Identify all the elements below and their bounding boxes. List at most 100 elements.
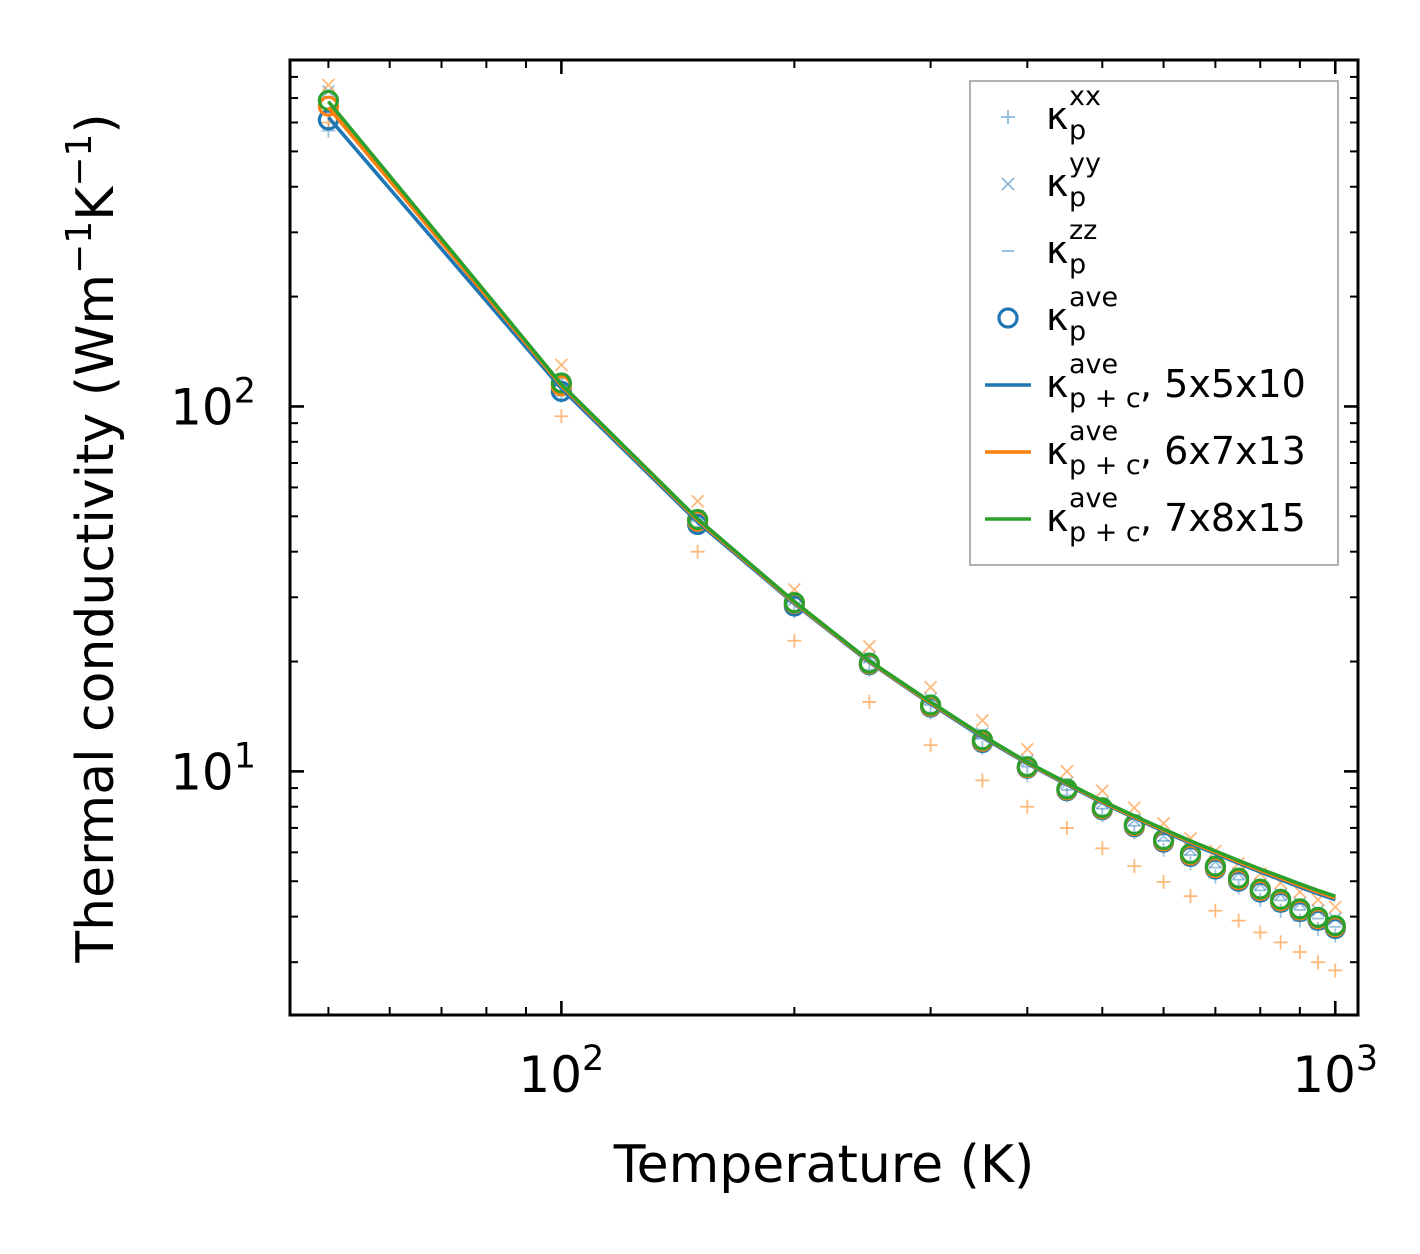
series-line — [327, 100, 1336, 898]
data-point — [1307, 906, 1329, 929]
legend-label-subscript: p — [1069, 249, 1086, 280]
y-tick-label-exp: 2 — [234, 371, 256, 411]
data-point — [1095, 784, 1109, 798]
y-tick-label-exp: 1 — [234, 736, 256, 776]
data-point — [1095, 841, 1110, 856]
data-point — [1311, 955, 1326, 970]
data-point-glyph — [1328, 963, 1343, 978]
data-point — [1273, 935, 1288, 950]
x-tick-label-exp: 3 — [1356, 1039, 1378, 1079]
data-point-glyph — [550, 372, 572, 394]
data-point — [975, 713, 990, 727]
legend-label-suffix: , 5x5x10 — [1140, 362, 1306, 406]
series-k-pc-7x8x15 — [327, 100, 1336, 898]
legend-label: κp + cave , 7x8x15 — [1046, 483, 1306, 548]
data-point-glyph — [1020, 742, 1034, 756]
data-point-glyph — [1208, 903, 1223, 918]
legend-marker — [1001, 177, 1015, 191]
data-point-glyph — [783, 592, 805, 614]
data-point — [1127, 859, 1142, 874]
data-point-glyph — [1324, 914, 1346, 937]
legend-marker-glyph — [1001, 110, 1015, 124]
data-point-glyph — [1095, 784, 1109, 798]
legend-label-symbol: κ — [1046, 429, 1068, 473]
y-label-part-3: ) — [66, 113, 126, 133]
data-point-glyph — [1328, 900, 1342, 914]
data-point — [1289, 898, 1311, 920]
legend-label-symbol: κ — [1046, 295, 1068, 339]
legend-label: κpxx — [1046, 81, 1101, 146]
legend-label: κpave — [1046, 282, 1118, 347]
data-point-glyph — [975, 713, 990, 727]
legend-entry: κp + cave , 5x5x10 — [985, 349, 1306, 414]
data-point-glyph — [1273, 935, 1288, 950]
data-point-glyph — [690, 544, 705, 559]
data-point — [1328, 900, 1342, 914]
data-point — [1204, 855, 1226, 877]
legend-entry: κpxx — [1001, 81, 1101, 146]
data-point-glyph — [1249, 878, 1271, 900]
data-point — [1249, 878, 1271, 900]
plot-data — [317, 78, 1346, 978]
data-point-glyph — [687, 508, 709, 531]
y-tick-label: 102 — [170, 371, 256, 436]
legend-entry: κpave — [997, 282, 1118, 347]
data-point-glyph — [1307, 906, 1329, 929]
data-point-glyph — [1060, 764, 1074, 779]
data-point-glyph — [1253, 925, 1268, 940]
data-point-glyph — [923, 680, 938, 694]
data-point-glyph — [975, 773, 990, 788]
x-tick-label-exp: 2 — [582, 1039, 604, 1079]
data-point-glyph — [862, 639, 876, 654]
y-label-exp-1: −1 — [59, 221, 100, 274]
data-point-glyph — [1231, 913, 1246, 928]
y-tick-label-base: 10 — [170, 743, 234, 801]
data-point-glyph — [862, 694, 877, 709]
legend-label-suffix: , 7x8x15 — [1140, 496, 1306, 540]
data-point — [1227, 867, 1250, 889]
data-point-glyph — [1059, 820, 1074, 835]
legend-entry: κp + cave , 7x8x15 — [985, 483, 1306, 548]
legend-label-superscript: ave — [1069, 416, 1118, 447]
legend-label-subscript: p — [1069, 316, 1086, 347]
data-point — [1059, 820, 1074, 835]
data-point — [1020, 742, 1034, 756]
legend-label-suffix: , 6x7x13 — [1140, 429, 1306, 473]
data-point-glyph — [1227, 867, 1250, 889]
data-point — [1292, 944, 1307, 959]
y-label-exp-2: −1 — [59, 134, 100, 187]
data-point — [1208, 903, 1223, 918]
x-axis-label: Temperature (K) — [613, 1135, 1035, 1195]
data-point-glyph — [1020, 799, 1035, 814]
legend-label-superscript: zz — [1069, 215, 1097, 246]
data-point — [1328, 963, 1343, 978]
legend-label-superscript: ave — [1069, 349, 1118, 380]
legend-label-symbol: κ — [1046, 362, 1068, 406]
data-point — [1324, 914, 1346, 937]
legend-label-superscript: xx — [1069, 81, 1101, 112]
data-point-glyph — [1270, 888, 1292, 910]
data-point-glyph — [554, 409, 569, 424]
legend-label-symbol: κ — [1046, 228, 1068, 272]
legend-box — [969, 80, 1339, 566]
data-point — [975, 773, 990, 788]
data-point — [1156, 874, 1171, 889]
data-point — [550, 372, 572, 394]
data-point — [554, 358, 569, 372]
data-point — [783, 592, 805, 614]
data-point-glyph — [321, 78, 336, 92]
data-point-glyph — [1204, 855, 1226, 877]
legend-label-symbol: κ — [1046, 161, 1068, 205]
data-point-glyph — [920, 694, 942, 716]
legend-label: κp + cave , 6x7x13 — [1046, 416, 1306, 481]
data-point-glyph — [1095, 841, 1110, 856]
data-point — [321, 78, 336, 92]
data-point-glyph — [1311, 955, 1326, 970]
data-point — [1270, 888, 1292, 910]
x-tick-label-base: 10 — [518, 1046, 582, 1104]
data-point-glyph — [858, 652, 880, 674]
x-tick-label: 103 — [1292, 1039, 1378, 1104]
